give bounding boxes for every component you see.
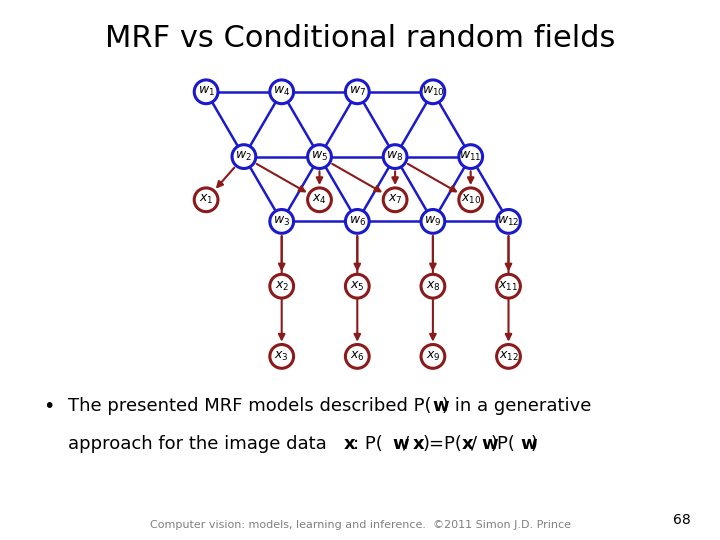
Text: w: w — [521, 435, 537, 453]
Text: •: • — [43, 397, 55, 416]
Circle shape — [270, 210, 294, 233]
Text: $x_{5}$: $x_{5}$ — [350, 280, 364, 293]
Text: $w_{4}$: $w_{4}$ — [273, 85, 290, 98]
Circle shape — [270, 345, 294, 368]
Text: ): ) — [531, 435, 537, 453]
Text: w: w — [392, 435, 410, 453]
Text: $x_{6}$: $x_{6}$ — [350, 350, 364, 363]
Text: w: w — [432, 397, 449, 415]
Text: approach for the image data: approach for the image data — [68, 435, 333, 453]
Text: $w_{9}$: $w_{9}$ — [424, 215, 441, 228]
Circle shape — [346, 80, 369, 104]
Text: $x_{8}$: $x_{8}$ — [426, 280, 440, 293]
Circle shape — [232, 145, 256, 168]
Text: $x_{3}$: $x_{3}$ — [274, 350, 289, 363]
Text: $w_{11}$: $w_{11}$ — [459, 150, 482, 163]
Text: $w_{10}$: $w_{10}$ — [421, 85, 444, 98]
Text: MRF vs Conditional random fields: MRF vs Conditional random fields — [105, 24, 615, 53]
Text: x: x — [462, 435, 473, 453]
Text: $w_{1}$: $w_{1}$ — [197, 85, 215, 98]
Circle shape — [270, 80, 294, 104]
Circle shape — [459, 145, 482, 168]
Circle shape — [497, 274, 521, 298]
Circle shape — [497, 345, 521, 368]
Circle shape — [346, 274, 369, 298]
Text: $x_{7}$: $x_{7}$ — [388, 193, 402, 206]
Text: /: / — [402, 435, 409, 453]
Circle shape — [307, 145, 331, 168]
Text: $x_{12}$: $x_{12}$ — [498, 350, 518, 363]
Text: Computer vision: models, learning and inference.  ©2011 Simon J.D. Prince: Computer vision: models, learning and in… — [150, 520, 570, 530]
Text: $x_{4}$: $x_{4}$ — [312, 193, 327, 206]
Circle shape — [307, 188, 331, 212]
Text: $w_{3}$: $w_{3}$ — [273, 215, 290, 228]
Circle shape — [421, 345, 445, 368]
Circle shape — [497, 210, 521, 233]
Text: $x_{9}$: $x_{9}$ — [426, 350, 440, 363]
Text: )=P(: )=P( — [422, 435, 462, 453]
Text: $w_{2}$: $w_{2}$ — [235, 150, 252, 163]
Text: x: x — [343, 435, 355, 453]
Text: The presented MRF models described P(: The presented MRF models described P( — [68, 397, 432, 415]
Text: w: w — [481, 435, 498, 453]
Circle shape — [346, 210, 369, 233]
Circle shape — [459, 188, 482, 212]
Text: $x_{1}$: $x_{1}$ — [199, 193, 213, 206]
Text: x: x — [413, 435, 424, 453]
Text: $x_{10}$: $x_{10}$ — [461, 193, 481, 206]
Circle shape — [194, 80, 218, 104]
Text: 68: 68 — [673, 512, 691, 526]
Circle shape — [383, 188, 407, 212]
Text: )P(: )P( — [491, 435, 516, 453]
Text: $w_{12}$: $w_{12}$ — [498, 215, 520, 228]
Circle shape — [346, 345, 369, 368]
Circle shape — [421, 274, 445, 298]
Circle shape — [421, 80, 445, 104]
Text: /: / — [472, 435, 477, 453]
Text: : P(: : P( — [354, 435, 383, 453]
Text: ) in a generative: ) in a generative — [442, 397, 591, 415]
Text: $x_{2}$: $x_{2}$ — [274, 280, 289, 293]
Circle shape — [270, 274, 294, 298]
Circle shape — [194, 188, 218, 212]
Circle shape — [383, 145, 407, 168]
Text: $w_{6}$: $w_{6}$ — [348, 215, 366, 228]
Text: $w_{8}$: $w_{8}$ — [387, 150, 404, 163]
Circle shape — [421, 210, 445, 233]
Text: $x_{11}$: $x_{11}$ — [498, 280, 518, 293]
Text: $w_{7}$: $w_{7}$ — [348, 85, 366, 98]
Text: $w_{5}$: $w_{5}$ — [311, 150, 328, 163]
